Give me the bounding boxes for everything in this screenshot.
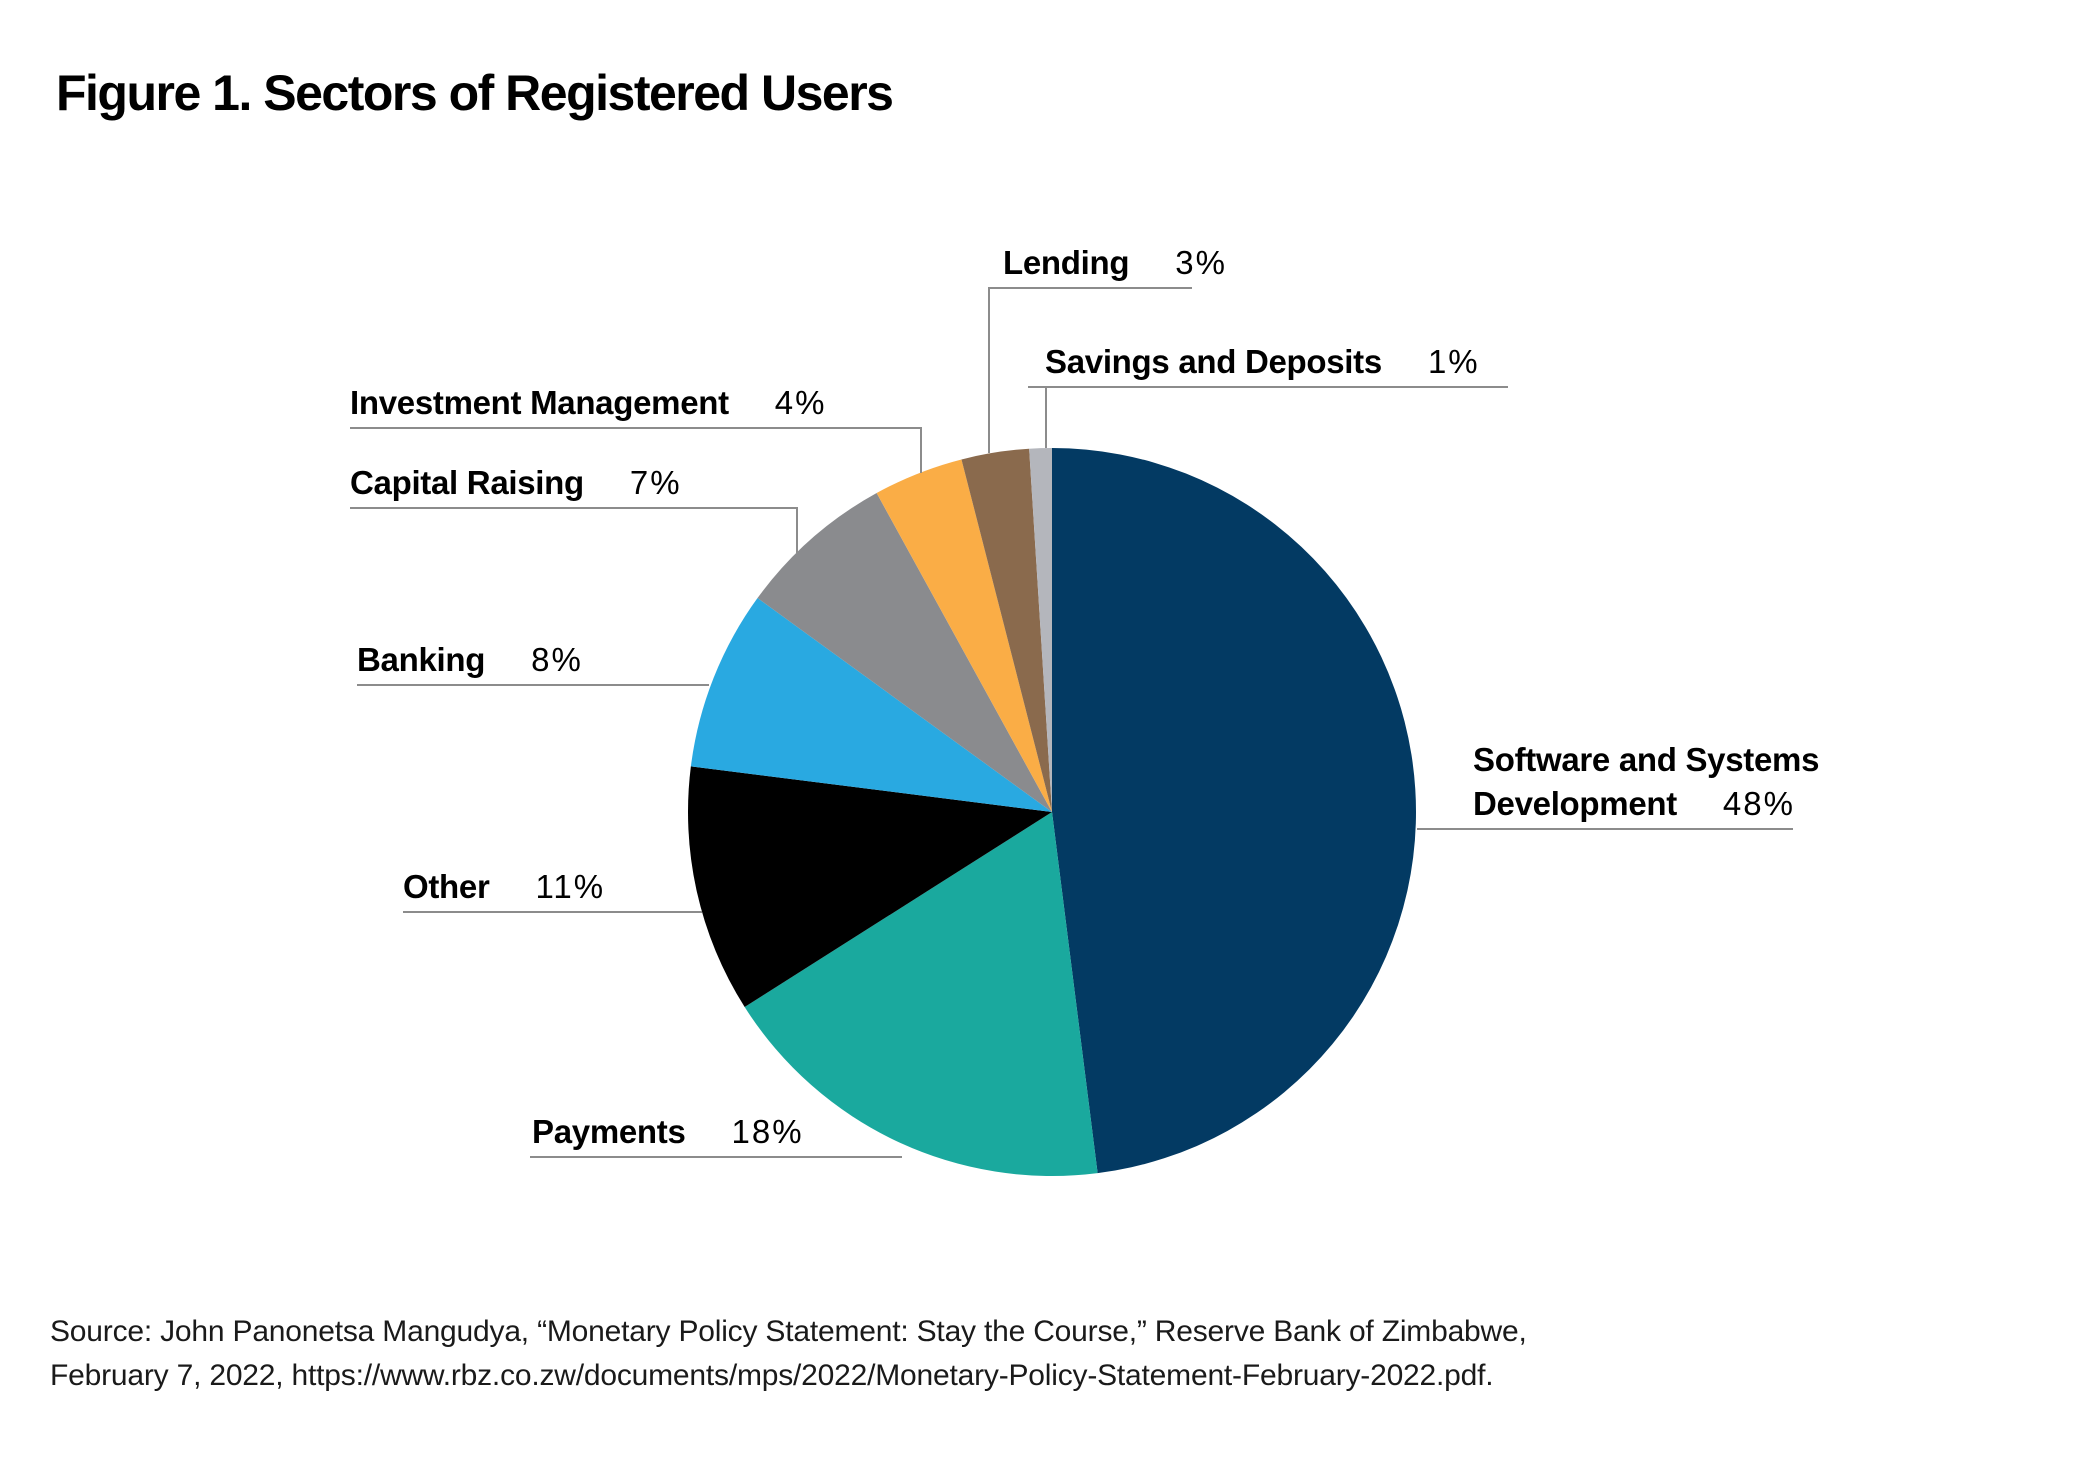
slice-percent: 1% — [1427, 343, 1480, 380]
leader-line-lending-v — [988, 287, 990, 453]
leader-line-savings-v — [1045, 386, 1047, 448]
slice-name: Capital Raising — [350, 464, 584, 501]
slice-percent: 7% — [629, 464, 682, 501]
pie-slice-investment-management — [876, 459, 1052, 812]
slice-name-line2: Development — [1473, 785, 1677, 822]
figure-title: Figure 1. Sectors of Registered Users — [56, 65, 894, 121]
slice-name: Investment Management — [350, 384, 729, 421]
slice-label-other: Other 11% — [403, 868, 605, 906]
slice-name: Lending — [1003, 244, 1130, 281]
pie-slice-savings-and-deposits — [1029, 448, 1052, 812]
leader-line-capital-v — [796, 507, 798, 553]
source-line-2: February 7, 2022, https://www.rbz.co.zw/… — [50, 1359, 1494, 1392]
slice-label-banking: Banking 8% — [357, 641, 583, 679]
leader-line-lending-h — [988, 287, 1192, 289]
slice-name: Savings and Deposits — [1045, 343, 1382, 380]
leader-line-savings-h — [1028, 386, 1508, 388]
slice-name: Other — [403, 868, 490, 905]
slice-percent: 18% — [731, 1113, 804, 1150]
slice-percent: 8% — [531, 641, 583, 678]
slice-percent: 11% — [535, 868, 606, 905]
slice-label-savings-and-deposits: Savings and Deposits 1% — [1045, 343, 1480, 381]
leader-line-payments-h — [530, 1156, 902, 1158]
slice-percent: 4% — [774, 384, 827, 421]
source-citation: Source: John Panonetsa Mangudya, “Moneta… — [50, 1310, 1527, 1398]
pie-slice-other — [687, 766, 1052, 1008]
pie-slice-payments — [744, 812, 1098, 1177]
slice-name: Banking — [357, 641, 486, 678]
slice-name: Payments — [532, 1113, 686, 1150]
pie-slice-banking — [690, 598, 1052, 812]
slice-label-payments: Payments 18% — [532, 1113, 804, 1151]
slice-label-lending: Lending 3% — [1003, 244, 1227, 282]
slice-percent: 48% — [1722, 785, 1795, 822]
leader-line-capital-h — [350, 507, 798, 509]
pie-slice-capital-raising — [757, 493, 1052, 812]
leader-line-banking-h — [357, 684, 709, 686]
leader-line-investment-h — [350, 427, 922, 429]
leader-line-investment-v — [920, 427, 922, 473]
pie-slice-software-and-systems-development — [1052, 448, 1417, 1174]
slice-name-line1: Software and Systems — [1473, 741, 1820, 778]
pie-slice-lending — [961, 448, 1052, 812]
source-line-1: Source: John Panonetsa Mangudya, “Moneta… — [50, 1315, 1527, 1348]
leader-line-other-h — [403, 911, 702, 913]
slice-label-software-and-systems-development: Software and Systems Development 48% — [1473, 738, 1819, 826]
leader-line-software-h — [1417, 828, 1793, 830]
slice-percent: 3% — [1175, 244, 1227, 281]
slice-label-investment-management: Investment Management 4% — [350, 384, 827, 422]
slice-label-capital-raising: Capital Raising 7% — [350, 464, 682, 502]
